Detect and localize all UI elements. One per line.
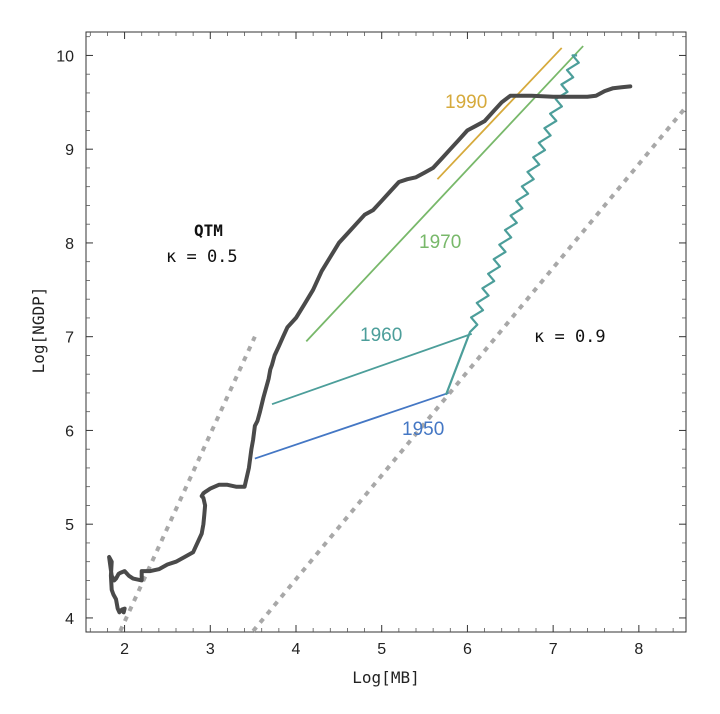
x-tick-label: 4 (292, 641, 301, 658)
y-tick-label: 6 (65, 423, 74, 440)
kappa-09-label: κ = 0.9 (534, 327, 606, 347)
kappa-05-label: κ = 0.5 (166, 247, 238, 267)
x-tick-label: 8 (634, 641, 643, 658)
x-tick-label: 2 (120, 641, 129, 658)
year-1960-label: 1960 (360, 325, 402, 346)
series-lines (107, 45, 633, 615)
y-tick-label: 9 (65, 142, 74, 159)
x-tick-label: 5 (377, 641, 386, 658)
x-axis-label: Log[MB] (352, 668, 419, 687)
x-tick-label: 7 (549, 641, 558, 658)
series-line-1990 (436, 47, 563, 180)
series-line-1950 (254, 392, 449, 460)
annotation-labels: QTM κ = 0.5 κ = 0.9 1990 1970 1960 1950 (166, 92, 606, 440)
y-axis-label: Log[NGDP] (29, 287, 48, 374)
year-1990-label: 1990 (445, 92, 487, 113)
y-tick-label: 7 (65, 330, 74, 347)
x-tick-label: 3 (206, 641, 215, 658)
axis-ticks: 2 3 4 5 6 7 8 4 5 6 7 8 9 10 (56, 32, 686, 658)
series-line-1960 (271, 333, 473, 406)
y-tick-label: 4 (65, 611, 74, 628)
guide-line (251, 105, 688, 633)
series-line-historical (107, 84, 633, 615)
y-tick-label: 8 (65, 236, 74, 253)
x-tick-label: 6 (463, 641, 472, 658)
guide-lines (118, 105, 688, 633)
y-tick-label: 10 (56, 48, 74, 65)
plot-frame (85, 31, 687, 633)
qtm-label: QTM (194, 221, 223, 240)
year-1950-label: 1950 (402, 419, 444, 440)
y-tick-label: 5 (65, 517, 74, 534)
year-1970-label: 1970 (419, 232, 461, 253)
